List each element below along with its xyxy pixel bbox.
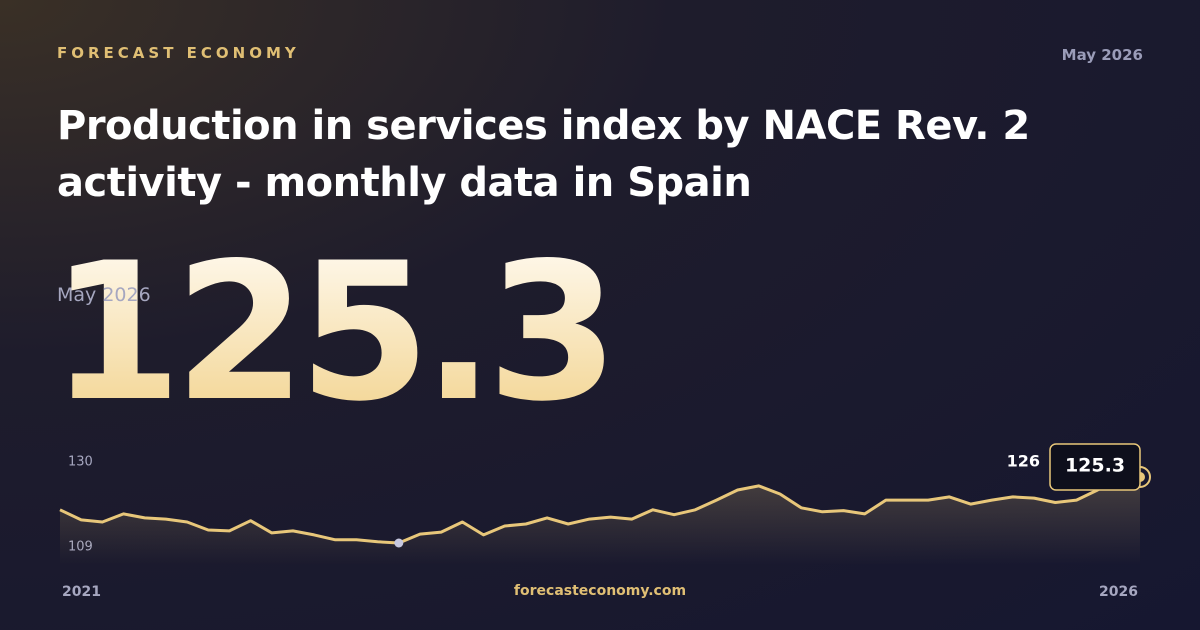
title: Production in services index by NACE Rev…	[57, 103, 1030, 206]
max-label: 126	[1007, 452, 1040, 471]
line	[59, 475, 1141, 545]
headline-value: 125.3	[50, 222, 619, 443]
x-tick-label: 2021	[62, 584, 101, 600]
min-marker	[394, 538, 404, 548]
area	[60, 477, 1140, 565]
y-tick-label: 130	[68, 455, 93, 470]
site: forecasteconomy.com	[513, 583, 687, 599]
brand: FORECAST ECONOMY	[57, 44, 300, 62]
callout-value: 125.3	[1065, 455, 1125, 477]
date: May 2026	[1061, 46, 1143, 64]
headline-date: May 2026	[57, 284, 151, 306]
x-tick-label: 2026	[1099, 584, 1138, 600]
callout-box	[1049, 443, 1141, 491]
